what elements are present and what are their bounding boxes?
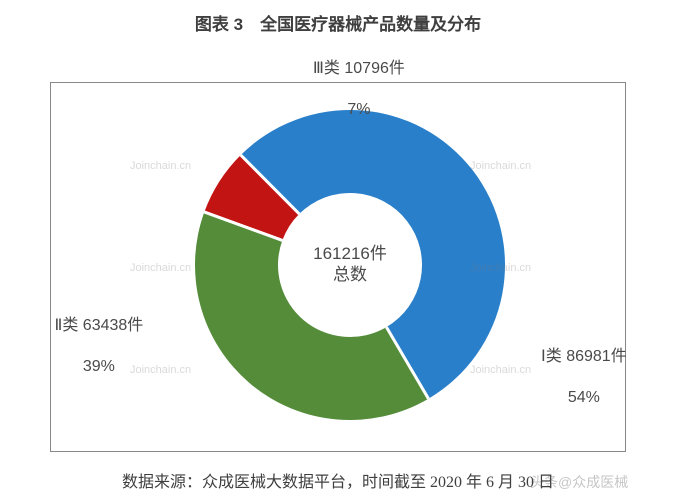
chart-title: 图表 3 全国医疗器械产品数量及分布 [0,0,676,35]
label-class3-line1: Ⅲ类 10796件 [313,60,405,77]
label-class1: Ⅰ类 86981件 54% [480,326,670,430]
label-class3-line2: 7% [347,101,370,118]
label-class1-line2: 54% [568,389,600,406]
label-class2-line1: Ⅱ类 63438件 [54,317,143,334]
donut-center-label: 161216件 总数 [290,243,410,286]
center-total-caption: 总数 [290,264,410,285]
data-source-footer: 数据来源：众成医械大数据平台，时间截至 2020 年 6 月 30 日 [0,468,676,492]
page: 图表 3 全国医疗器械产品数量及分布 161216件 总数 Ⅲ类 10796件 … [0,0,676,500]
label-class3: Ⅲ类 10796件 7% [250,38,450,142]
center-total-count: 161216件 [290,243,410,264]
label-class2: Ⅱ类 63438件 39% [0,295,180,399]
label-class2-line2: 39% [83,358,115,375]
donut-chart: 161216件 总数 [193,108,507,422]
label-class1-line1: Ⅰ类 86981件 [541,348,627,365]
